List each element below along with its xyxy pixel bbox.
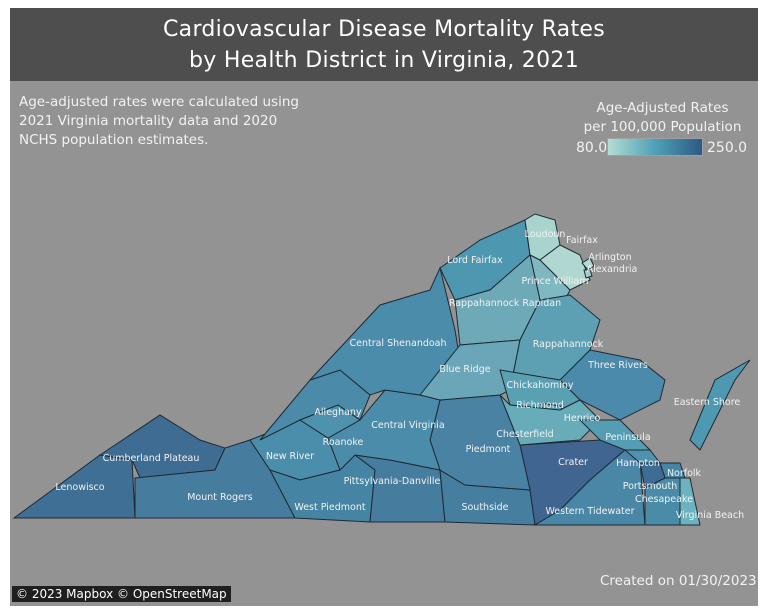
district-label: West Piedmont bbox=[294, 502, 365, 513]
legend-min: 80.0 bbox=[576, 140, 608, 156]
page-title: Cardiovascular Disease Mortality Rates b… bbox=[10, 8, 758, 81]
choropleth-map[interactable]: Lenowisco Cumberland Plateau Mount Rogers N… bbox=[10, 8, 758, 606]
methodology-note: Age-adjusted rates were calculated using… bbox=[19, 94, 299, 148]
district-label: Rappahannock Rapidan bbox=[449, 298, 561, 309]
district-label: Three Rivers bbox=[587, 360, 648, 371]
district-label: Chickahominy bbox=[506, 380, 573, 391]
dashboard: Cardiovascular Disease Mortality Rates b… bbox=[10, 8, 758, 606]
legend-color-ramp bbox=[607, 138, 703, 156]
legend-max: 250.0 bbox=[707, 140, 748, 156]
district-label: Richmond bbox=[516, 400, 564, 411]
district-label: Hampton bbox=[616, 458, 660, 469]
district-label: Portsmouth bbox=[623, 481, 678, 492]
district-label: Mount Rogers bbox=[187, 492, 253, 503]
district-label: Blue Ridge bbox=[439, 364, 490, 375]
district-label: Crater bbox=[558, 457, 588, 468]
district-alexandria[interactable] bbox=[583, 269, 593, 279]
legend-title-line-1: Age-Adjusted Rates bbox=[596, 100, 729, 116]
district-label: Roanoke bbox=[323, 437, 364, 448]
district-centralvirginia[interactable] bbox=[327, 389, 441, 471]
district-easternshore[interactable] bbox=[689, 359, 751, 451]
district-label: Peninsula bbox=[605, 432, 650, 443]
title-line-2: by Health District in Virginia, 2021 bbox=[189, 48, 579, 73]
district-label: Central Virginia bbox=[371, 420, 444, 431]
district-label: Chesterfield bbox=[496, 429, 553, 440]
district-label: Lord Fairfax bbox=[447, 255, 503, 266]
district-label: Chesapeake bbox=[635, 494, 693, 505]
district-roanoke[interactable] bbox=[298, 404, 361, 439]
district-label: Fairfax bbox=[566, 235, 598, 246]
district-virginiabeach[interactable] bbox=[679, 477, 701, 526]
district-label: Virginia Beach bbox=[676, 510, 744, 521]
legend-title-line-2: per 100,000 Population bbox=[583, 119, 742, 135]
district-label: Central Shenandoah bbox=[349, 338, 446, 349]
district-arlington[interactable] bbox=[581, 257, 595, 271]
district-label: Piedmont bbox=[466, 444, 511, 455]
district-label: Pittsylvania-Danville bbox=[344, 476, 441, 487]
district-label: Rappahannock bbox=[533, 339, 604, 350]
title-line-1: Cardiovascular Disease Mortality Rates bbox=[163, 17, 605, 42]
map-attribution[interactable]: © 2023 Mapbox © OpenStreetMap bbox=[12, 586, 231, 602]
district-label: Norfolk bbox=[667, 468, 702, 479]
district-label: Prince William bbox=[521, 276, 588, 287]
district-label: Alexandria bbox=[587, 264, 638, 275]
district-label: Western Tidewater bbox=[545, 506, 634, 517]
district-label: Lenowisco bbox=[55, 482, 104, 493]
district-label: Arlington bbox=[588, 252, 631, 263]
district-label: Henrico bbox=[564, 413, 601, 424]
district-label: New River bbox=[266, 451, 314, 462]
district-label: Loudoun bbox=[525, 229, 566, 240]
legend-title: Age-Adjusted Rates per 100,000 Populatio… bbox=[570, 99, 755, 137]
created-date: Created on 01/30/2023 bbox=[600, 573, 757, 589]
district-label: Southside bbox=[461, 502, 508, 513]
district-label: Alleghany bbox=[314, 407, 362, 418]
district-label: Cumberland Plateau bbox=[103, 453, 200, 464]
district-label: Eastern Shore bbox=[674, 397, 741, 408]
